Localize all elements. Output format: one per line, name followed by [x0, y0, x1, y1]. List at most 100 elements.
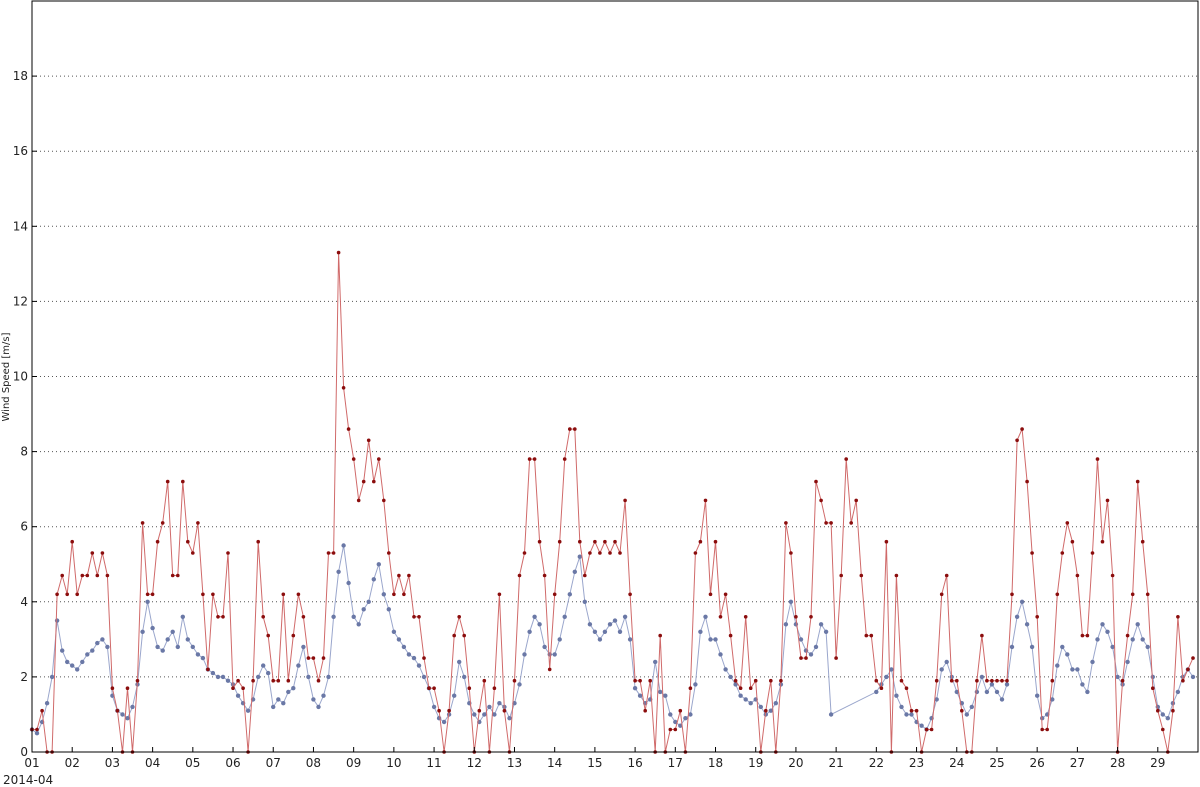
gust-point	[1171, 708, 1175, 713]
y-axis: 0 2 4 6 8 10 12 14 16 18	[13, 69, 37, 759]
gust-point	[236, 678, 240, 683]
mean-point	[683, 716, 688, 721]
mean-point	[60, 648, 65, 653]
gust-point	[527, 457, 532, 461]
gust-point	[1156, 708, 1160, 713]
mean-point	[235, 693, 241, 698]
gust-point	[497, 592, 502, 597]
mean-point	[567, 592, 572, 597]
gust-point	[738, 686, 743, 690]
mean-point	[909, 712, 914, 717]
mean-point	[1060, 644, 1065, 650]
mean-point	[1040, 716, 1045, 721]
gust-point	[482, 678, 487, 683]
gust-point	[35, 727, 39, 732]
mean-point	[401, 644, 407, 650]
mean-point	[587, 622, 593, 627]
mean-point	[492, 712, 497, 717]
gust-point	[648, 678, 652, 683]
mean-point	[562, 614, 567, 619]
gust-point	[135, 678, 140, 683]
gust-point	[603, 539, 607, 544]
gust-point	[346, 427, 351, 431]
mean-point	[1100, 622, 1105, 627]
mean-point	[54, 618, 60, 623]
x-tick-label: 26	[1030, 756, 1045, 770]
gust-point	[562, 457, 567, 461]
mean-point	[431, 704, 437, 710]
y-tick-label: 0	[20, 745, 28, 759]
gust-point	[351, 457, 356, 461]
gust-point	[573, 427, 577, 431]
gust-point	[557, 539, 562, 544]
gust-point	[723, 592, 728, 597]
gust-point	[382, 498, 386, 503]
gust-point	[743, 615, 748, 619]
gust-point	[1095, 457, 1100, 461]
mean-point	[828, 712, 834, 717]
gust-point	[995, 678, 999, 683]
gust-point	[251, 678, 255, 683]
x-axis-offset-label: 2014-04	[3, 773, 53, 787]
mean-point	[341, 543, 346, 548]
mean-point	[281, 701, 286, 706]
gust-point	[417, 615, 421, 619]
gust-point	[1020, 427, 1024, 431]
gust-point	[728, 633, 733, 638]
mean-point	[668, 712, 673, 717]
mean-point	[1110, 644, 1115, 650]
x-tick-label: 21	[828, 756, 843, 770]
gust-point	[60, 573, 64, 578]
mean-point	[532, 614, 537, 619]
gust-point	[1135, 479, 1140, 484]
mean-point	[165, 637, 170, 642]
gust-point	[532, 457, 537, 461]
mean-point	[813, 644, 819, 650]
mean-point	[663, 693, 668, 698]
mean-point	[296, 663, 301, 668]
gust-point	[753, 678, 758, 683]
mean-point	[276, 697, 281, 702]
mean-point	[688, 712, 693, 717]
gust-point	[181, 479, 185, 484]
gust-point	[894, 573, 899, 578]
mean-point	[75, 667, 80, 672]
gust-line	[32, 252, 1194, 753]
mean-point	[1019, 599, 1025, 604]
mean-point	[979, 674, 985, 680]
gust-point	[296, 592, 301, 597]
x-tick-label: 08	[306, 756, 321, 770]
x-tick-label: 03	[105, 756, 120, 770]
mean-point	[733, 682, 738, 687]
gust-point	[522, 551, 527, 555]
mean-point	[34, 731, 40, 736]
mean-point	[517, 682, 522, 687]
mean-point	[1080, 682, 1085, 687]
gust-point	[955, 678, 959, 683]
x-tick-label: 23	[909, 756, 924, 770]
gust-point	[990, 678, 994, 683]
gust-point	[914, 708, 919, 713]
mean-point	[693, 682, 698, 687]
gust-point	[462, 633, 467, 638]
mean-point	[1130, 637, 1135, 642]
x-tick-label: 05	[185, 756, 200, 770]
gust-point	[949, 678, 954, 683]
mean-point	[728, 674, 733, 680]
mean-point	[220, 674, 226, 680]
gust-point	[206, 667, 210, 672]
gust-point	[286, 678, 291, 683]
mean-point	[1050, 697, 1055, 702]
gust-point	[884, 539, 889, 544]
mean-point	[150, 625, 155, 631]
y-tick-label: 10	[13, 370, 28, 384]
mean-point	[311, 697, 316, 702]
y-tick-label: 12	[13, 294, 28, 308]
mean-point	[316, 704, 321, 710]
gust-point	[985, 678, 989, 683]
mean-point	[708, 637, 713, 642]
gust-point	[140, 521, 145, 525]
gust-point	[698, 539, 703, 544]
mean-point	[130, 704, 135, 710]
gust-point	[55, 592, 59, 597]
